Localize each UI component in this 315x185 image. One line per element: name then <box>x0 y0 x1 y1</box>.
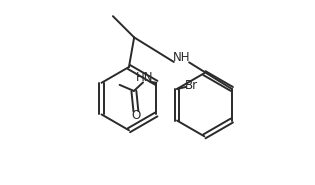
Text: Br: Br <box>185 79 198 92</box>
Text: HN: HN <box>136 71 154 84</box>
Text: NH: NH <box>173 51 191 64</box>
Text: O: O <box>131 109 140 122</box>
